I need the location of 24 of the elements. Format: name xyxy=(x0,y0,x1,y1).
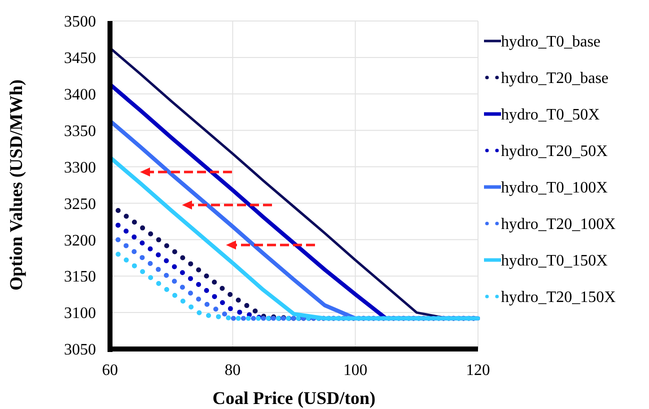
legend-label: hydro_T0_100X xyxy=(501,180,608,197)
y-tick-label: 3450 xyxy=(64,50,96,68)
y-tick-label: 3250 xyxy=(64,196,96,213)
legend-label: hydro_T0_base xyxy=(501,34,601,51)
x-axis-title: Coal Price (USD/ton) xyxy=(212,388,376,408)
y-tick-label: 3300 xyxy=(64,159,96,176)
y-axis-title: Option Values (USD/MWh) xyxy=(6,79,26,291)
x-tick-label: 120 xyxy=(466,362,490,379)
y-tick-label: 3100 xyxy=(64,305,96,322)
legend-label: hydro_T0_150X xyxy=(501,252,608,270)
y-tick-label: 3400 xyxy=(64,86,96,104)
legend-label: hydro_T20_100X xyxy=(501,216,616,234)
y-tick-label: 3050 xyxy=(64,342,96,359)
y-tick-label: 3350 xyxy=(64,122,96,140)
y-tick-label: 3500 xyxy=(64,14,96,31)
x-tick-label: 100 xyxy=(343,362,368,379)
y-tick-label: 3200 xyxy=(64,232,96,250)
legend-label: hydro_T20_150X xyxy=(501,289,616,306)
legend-label: hydro_T20_base xyxy=(501,70,609,88)
legend-label: hydro_T0_50X xyxy=(501,106,600,124)
x-tick-label: 60 xyxy=(102,362,118,379)
legend-label: hydro_T20_50X xyxy=(501,143,608,160)
y-tick-label: 3150 xyxy=(64,268,96,286)
x-tick-label: 80 xyxy=(224,362,241,379)
